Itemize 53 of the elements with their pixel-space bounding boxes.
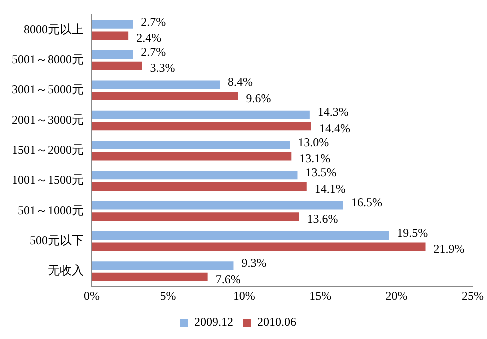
bar (92, 50, 134, 60)
y-tick-label: 500元以下 (30, 234, 84, 248)
data-label: 14.1% (314, 182, 346, 196)
bar (92, 32, 129, 40)
bar (92, 262, 234, 270)
legend-label: 2010.06 (258, 315, 296, 330)
y-tick-label: 2001～3000元 (12, 112, 84, 127)
data-label: 14.3% (318, 105, 349, 120)
bar (92, 212, 300, 222)
x-tick-label: 25% (462, 288, 484, 303)
data-label: 2.7% (141, 44, 166, 59)
bar (92, 182, 307, 191)
bar (92, 171, 298, 180)
y-tick-label: 无收入 (48, 264, 84, 278)
x-tick-label: 5% (160, 288, 176, 303)
bar (92, 231, 390, 240)
bar (92, 110, 310, 120)
bar (92, 80, 220, 90)
legend-label: 2009.12 (194, 315, 234, 330)
data-label: 9.6% (246, 91, 272, 106)
y-tick-label: 8000元以上 (24, 22, 84, 36)
bar (92, 152, 292, 161)
bar (92, 201, 344, 210)
x-tick-label: 0% (84, 288, 100, 303)
bar (92, 92, 238, 100)
data-label: 9.3% (242, 256, 267, 270)
data-label: 13.6% (307, 212, 338, 226)
data-label: 2.7% (141, 14, 166, 29)
y-tick-label: 501～1000元 (18, 203, 84, 218)
data-label: 13.0% (298, 135, 330, 150)
bar (92, 122, 312, 131)
bar (92, 20, 134, 29)
data-label: 21.9% (434, 242, 465, 256)
data-label: 14.4% (319, 122, 350, 136)
data-label: 13.1% (300, 152, 331, 166)
data-label: 3.3% (150, 61, 176, 76)
y-tick-label: 1001～1500元 (12, 173, 84, 188)
data-label: 16.5% (351, 196, 382, 210)
bar (92, 272, 208, 282)
data-label: 7.6% (216, 272, 241, 286)
x-tick-label: 15% (310, 288, 332, 303)
bar (92, 62, 142, 70)
data-label: 19.5% (397, 226, 428, 240)
data-label: 2.4% (136, 31, 162, 46)
x-tick-label: 20% (386, 288, 408, 303)
y-tick-label: 5001～8000元 (12, 52, 84, 67)
y-tick-label: 3001～5000元 (12, 82, 84, 97)
data-label: 13.5% (306, 166, 337, 180)
x-tick-label: 10% (233, 288, 256, 303)
y-tick-label: 1501～2000元 (12, 143, 84, 158)
bar (92, 141, 290, 150)
bar (92, 242, 426, 252)
data-label: 8.4% (228, 75, 254, 90)
